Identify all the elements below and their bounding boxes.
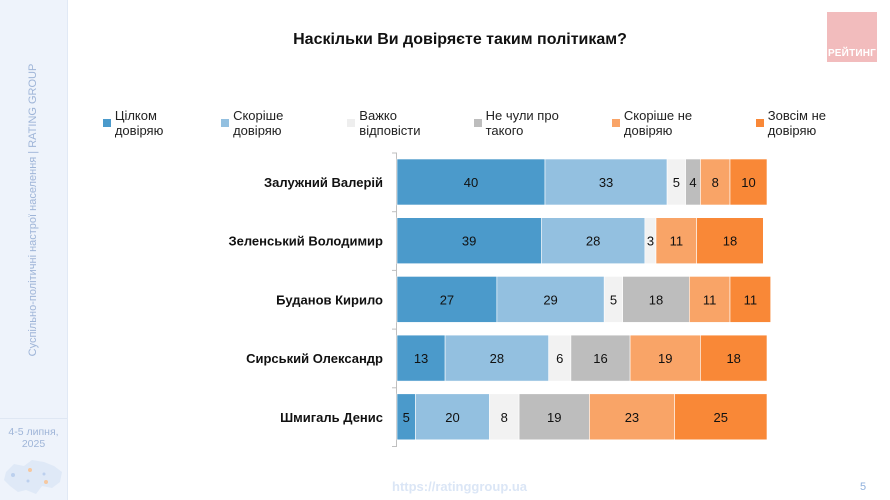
legend-swatch: [221, 119, 230, 127]
category-label: Шмигаль Денис: [280, 410, 383, 425]
rating-logo: РЕЙТИНГ: [827, 12, 877, 62]
data-label: 8: [501, 410, 508, 425]
category-label: Залужний Валерій: [264, 175, 383, 190]
data-label: 18: [649, 292, 663, 307]
data-label: 39: [462, 234, 476, 249]
bar-segment: [396, 334, 446, 382]
survey-date-line2: 2025: [21, 438, 46, 450]
data-label: 11: [670, 234, 684, 249]
bar-segment: [396, 158, 546, 206]
data-label: 23: [625, 410, 639, 425]
data-label: 16: [593, 351, 607, 366]
sidebar-divider: [0, 418, 67, 419]
data-label: 10: [741, 175, 755, 190]
footer-url-link[interactable]: https://ratinggroup.ua: [392, 479, 528, 494]
survey-date: 4-5 липня, 2025: [0, 426, 67, 450]
bar-segment: [496, 276, 605, 323]
bar-segment: [570, 334, 631, 382]
bar-segment: [674, 393, 768, 441]
data-label: 18: [726, 351, 740, 366]
sidebar: Суспільно-політичні настрої населення | …: [0, 0, 68, 500]
legend-item: Цілком довіряю: [103, 108, 207, 138]
data-label: 11: [744, 292, 758, 307]
ukraine-map-icon: [4, 460, 62, 494]
data-label: 6: [556, 351, 563, 366]
bar-segment: [622, 276, 690, 323]
chart-legend: Цілком довіряю Скоріше довіряю Важко відпо…: [103, 108, 890, 138]
data-label: 27: [440, 292, 454, 307]
legend-label: Скоріше довіряю: [233, 108, 284, 138]
legend-label: Зовсім не довіряю: [767, 108, 826, 138]
data-label: 33: [599, 175, 613, 190]
bar-segment: [396, 217, 542, 264]
legend-swatch: [103, 119, 111, 127]
legend-swatch: [473, 119, 482, 127]
legend-swatch: [612, 119, 620, 127]
legend-label: Важко відповісти: [359, 108, 421, 138]
legend-label: Цілком довіряю: [114, 108, 164, 138]
legend-item: Зовсім не довіряю: [755, 108, 876, 138]
bar-segment: [396, 276, 498, 323]
legend-item: Скоріше не довіряю: [612, 108, 742, 138]
data-label: 5: [610, 292, 617, 307]
logo-text: РЕЙТИНГ: [827, 48, 877, 59]
data-label: 4: [689, 175, 696, 190]
data-label: 19: [658, 351, 672, 366]
data-label: 28: [490, 351, 504, 366]
bar-segment: [629, 334, 701, 382]
data-label: 5: [673, 175, 680, 190]
category-label: Буданов Кирило: [276, 292, 383, 307]
legend-label: Не чули про такого: [485, 108, 559, 138]
data-label: 40: [464, 175, 478, 190]
bar-segment: [696, 217, 764, 264]
bar-segment: [700, 158, 731, 206]
bar-segment: [729, 158, 768, 206]
legend-item: Важко відповісти: [347, 108, 459, 138]
data-label: 29: [543, 292, 557, 307]
bar-segment: [589, 393, 675, 441]
legend-swatch: [347, 119, 356, 127]
data-label: 11: [703, 292, 717, 307]
data-label: 19: [547, 410, 561, 425]
chart-title: Наскільки Ви довіряєте таким політикам?: [293, 31, 627, 48]
data-label: 20: [445, 410, 459, 425]
legend-swatch: [755, 119, 764, 127]
legend-item: Скоріше довіряю: [221, 108, 333, 138]
bar-segment: [729, 276, 772, 323]
data-label: 18: [723, 234, 737, 249]
data-label: 8: [712, 175, 719, 190]
bar-segment: [489, 393, 520, 441]
bar-segment: [688, 276, 731, 323]
data-label: 5: [403, 410, 410, 425]
survey-date-line1: 4-5 липня,: [8, 426, 59, 438]
bar-segment: [700, 334, 768, 382]
bar-segment: [518, 393, 590, 441]
category-label: Сирський Олександр: [246, 351, 383, 366]
data-label: 3: [647, 234, 654, 249]
page-number: 5: [860, 481, 867, 493]
data-label: 28: [586, 234, 600, 249]
bar-segment: [544, 158, 668, 206]
data-label: 13: [414, 351, 428, 366]
data-label: 25: [714, 410, 728, 425]
bar-segment: [444, 334, 550, 382]
bar-segment: [655, 217, 698, 264]
bar-segment: [415, 393, 490, 441]
category-label: Зеленський Володимир: [228, 234, 383, 249]
bar-segment: [540, 217, 646, 264]
legend-item: Не чули про такого: [473, 108, 598, 138]
legend-label: Скоріше не довіряю: [623, 108, 693, 138]
